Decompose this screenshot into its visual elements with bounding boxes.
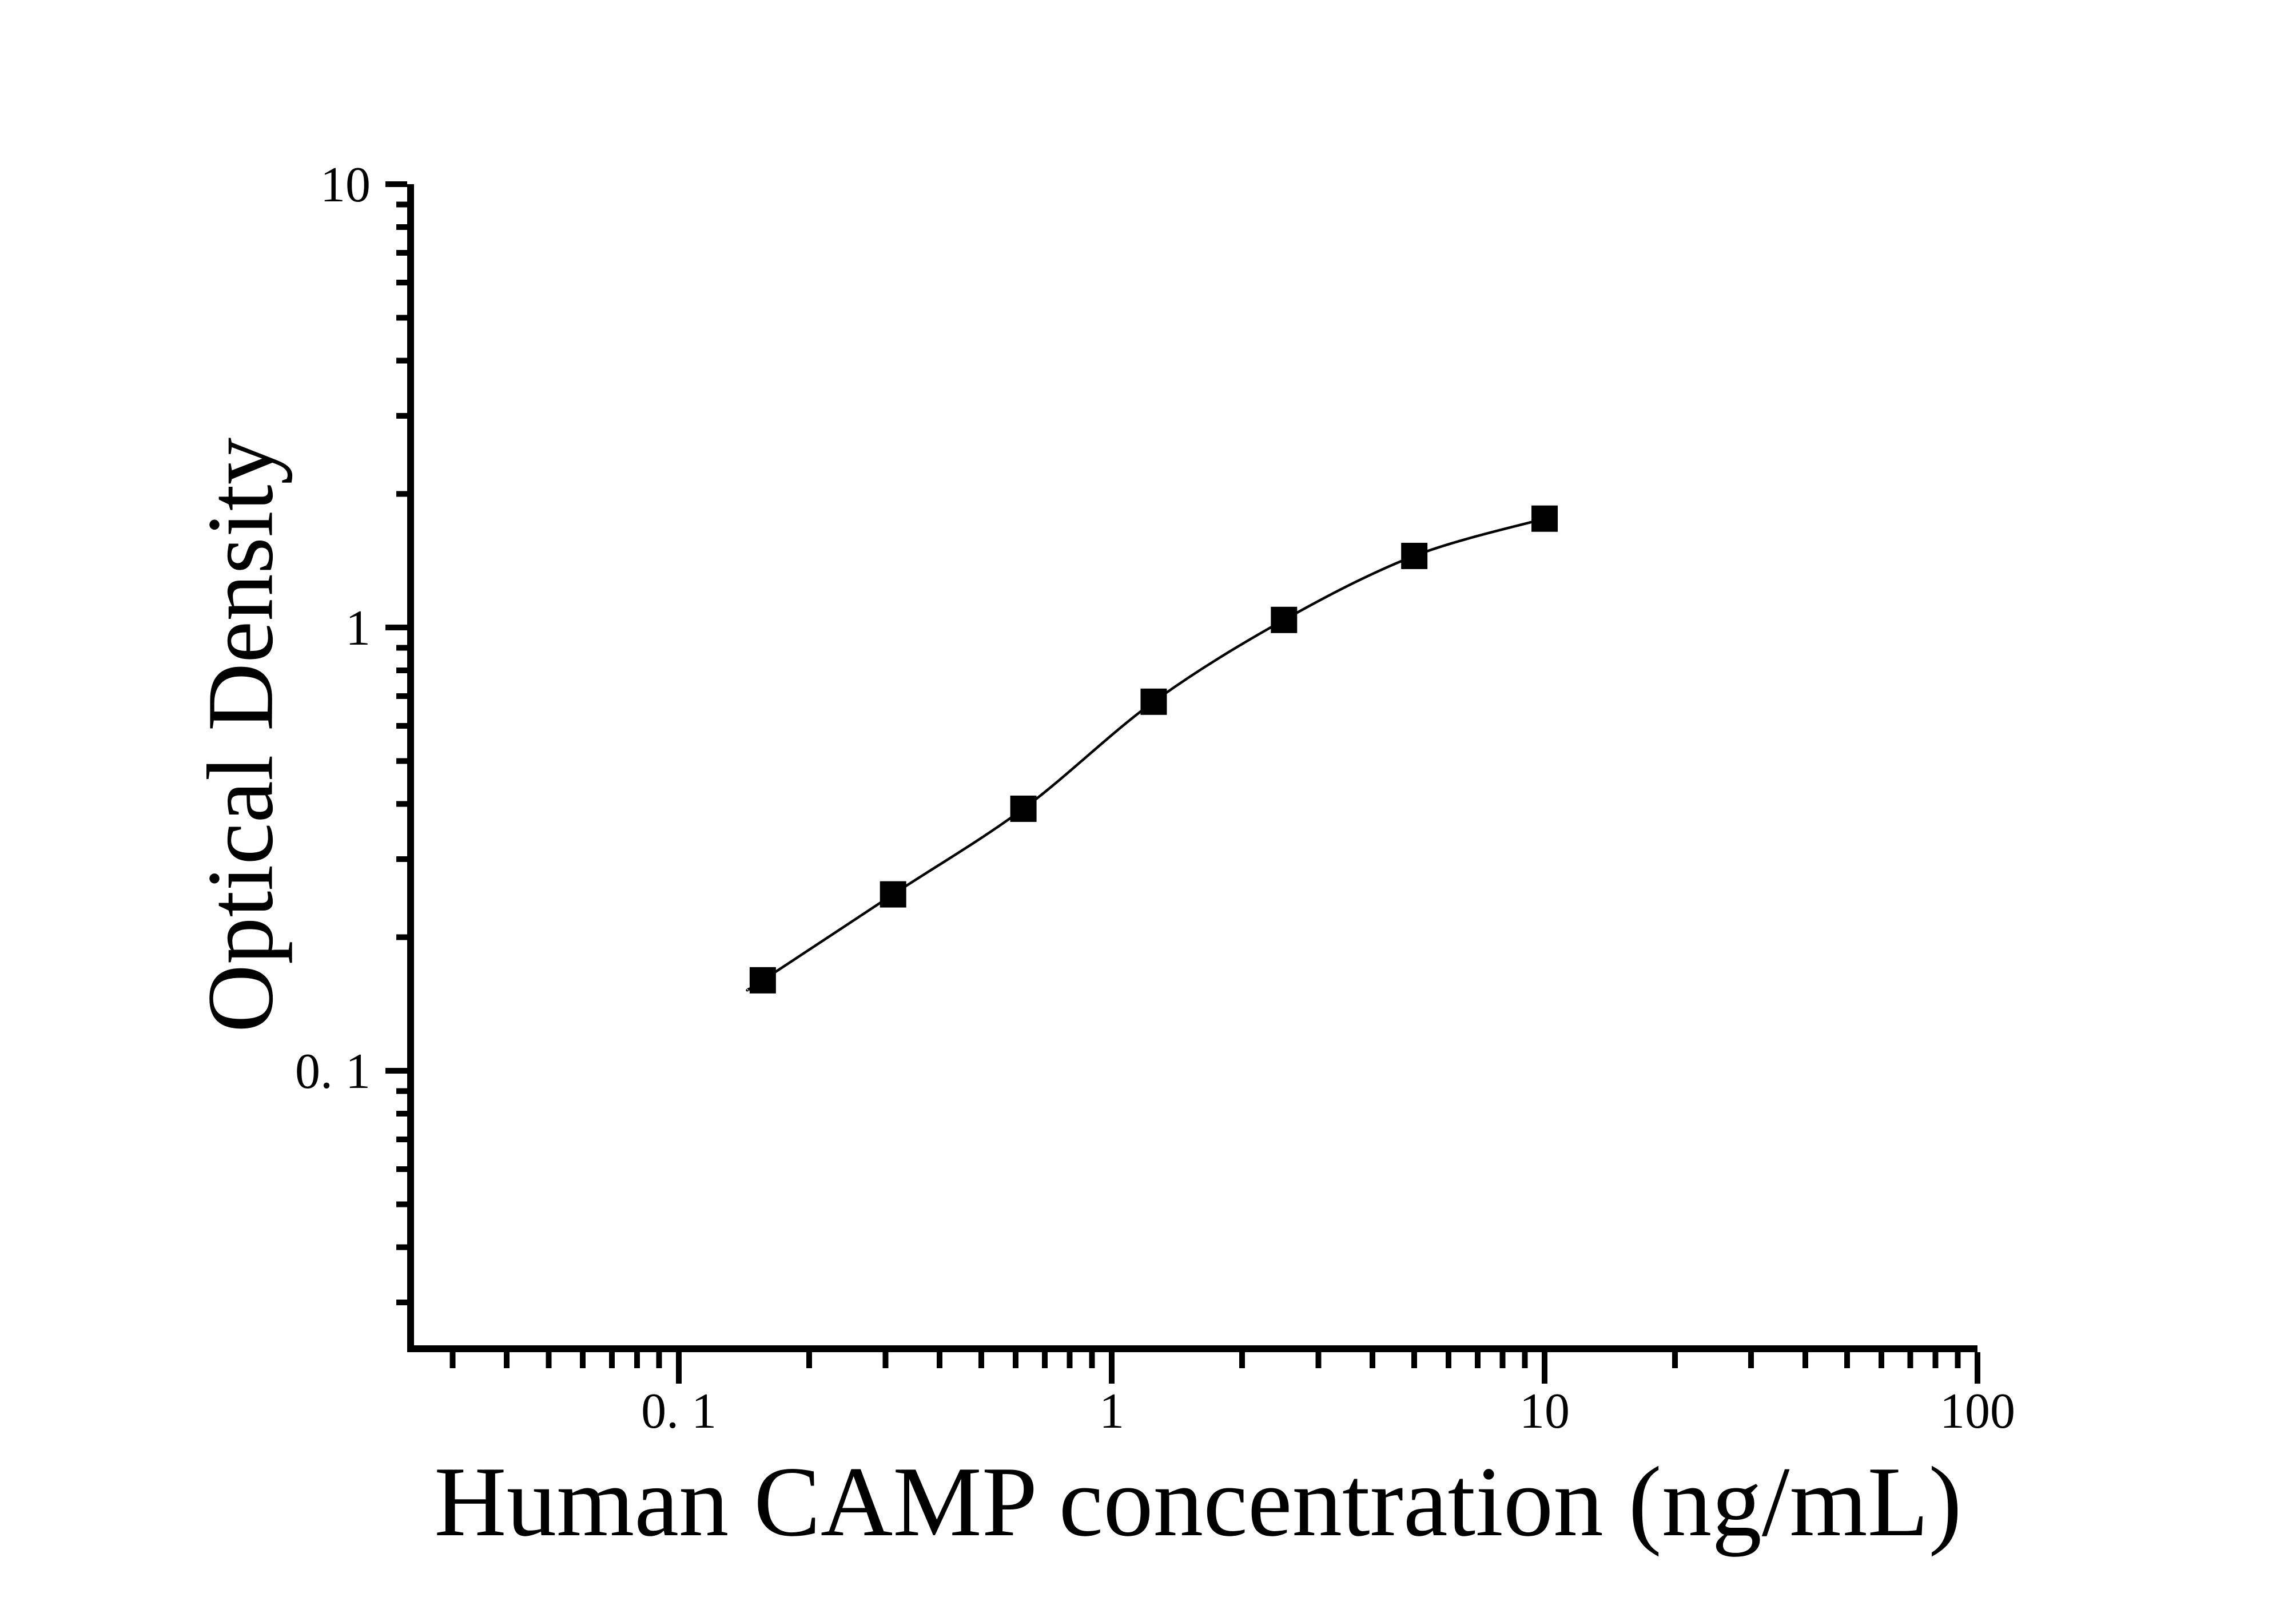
y-axis-title: Optical Density — [188, 437, 293, 1033]
axis-tick-labels: 0. 1 1 10 100 10 1 0. 1 — [295, 157, 2015, 1439]
data-series — [746, 505, 1558, 994]
data-point-marker — [1271, 606, 1298, 633]
data-point-marker — [1401, 542, 1428, 569]
data-point-marker — [880, 881, 906, 908]
x-tick-label: 10 — [1519, 1384, 1570, 1439]
standard-curve-line — [746, 517, 1545, 992]
data-point-marker — [1140, 688, 1167, 715]
y-tick-label: 1 — [345, 601, 371, 656]
axes — [407, 184, 1977, 1352]
x-tick-label: 1 — [1099, 1384, 1124, 1439]
x-tick-label: 100 — [1940, 1384, 2015, 1439]
y-tick-label: 0. 1 — [295, 1044, 371, 1099]
data-point-marker — [749, 967, 776, 994]
x-tick-label: 0. 1 — [641, 1384, 717, 1439]
y-tick-label: 10 — [320, 157, 371, 213]
x-axis-title: Human CAMP concentration (ng/mL) — [434, 1446, 1962, 1557]
axis-ticks — [385, 181, 1980, 1384]
data-point-marker — [1531, 505, 1558, 532]
data-point-marker — [1010, 795, 1037, 822]
